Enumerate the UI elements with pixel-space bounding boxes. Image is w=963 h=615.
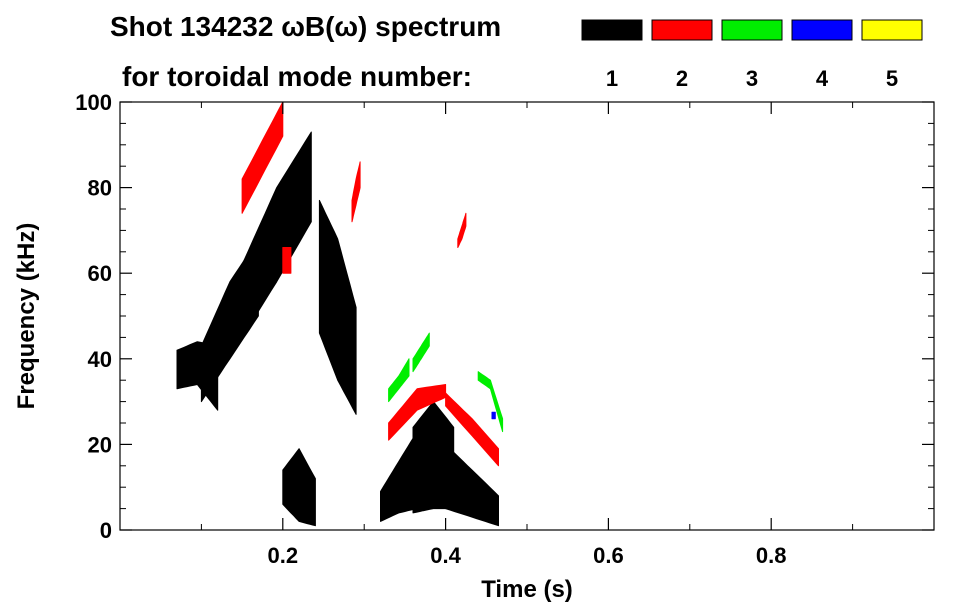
y-tick-label: 80 — [88, 176, 112, 201]
mode-1-region-3 — [241, 131, 312, 338]
legend-label-5: 5 — [886, 66, 898, 91]
y-axis-label: Frequency (kHz) — [13, 223, 40, 410]
mode-2-region-3 — [351, 161, 361, 223]
mode-4-region-1 — [491, 411, 496, 420]
legend: 1 2 3 4 5 — [581, 19, 923, 91]
y-tick-label: 100 — [75, 90, 112, 115]
y-tick-label: 0 — [100, 518, 112, 543]
y-tick-label: 60 — [88, 261, 112, 286]
x-tick-label: 0.4 — [430, 543, 461, 568]
legend-swatch-5 — [861, 19, 923, 41]
mode-3-region-1 — [388, 358, 410, 403]
mode-2-region-6 — [457, 212, 467, 248]
legend-label-2: 2 — [676, 66, 688, 91]
y-tick-label: 40 — [88, 347, 112, 372]
legend-swatch-3 — [721, 19, 783, 41]
mode-2-region-2 — [282, 247, 292, 274]
legend-label-3: 3 — [746, 66, 758, 91]
mode-3-region-3 — [477, 371, 504, 433]
mode-2-region-1 — [241, 101, 284, 214]
x-tick-label: 0.6 — [593, 543, 624, 568]
legend-swatch-2 — [651, 19, 713, 41]
legend-swatch-4 — [791, 19, 853, 41]
mode-1-region-8 — [445, 443, 499, 527]
mode-2-region-5 — [445, 392, 499, 467]
legend-swatch-1 — [581, 19, 643, 41]
mode-3-region-2 — [412, 332, 430, 373]
x-axis-label: Time (s) — [481, 576, 573, 603]
mode-1-region-4 — [282, 448, 316, 527]
chart-title: Shot 134232 ωB(ω) spectrum — [110, 11, 501, 42]
axis-ticks: 0.2 0.4 0.6 0.8 0 20 40 60 80 100 — [75, 90, 934, 568]
spectrum-data — [176, 101, 504, 527]
mode-1-region-6 — [380, 431, 418, 522]
legend-label-4: 4 — [816, 66, 829, 91]
x-tick-label: 0.8 — [756, 543, 787, 568]
chart-subtitle: for toroidal mode number: — [122, 61, 472, 92]
mode-1-region-5 — [318, 199, 357, 415]
legend-label-1: 1 — [606, 66, 618, 91]
x-tick-label: 0.2 — [268, 543, 299, 568]
y-tick-label: 20 — [88, 432, 112, 457]
